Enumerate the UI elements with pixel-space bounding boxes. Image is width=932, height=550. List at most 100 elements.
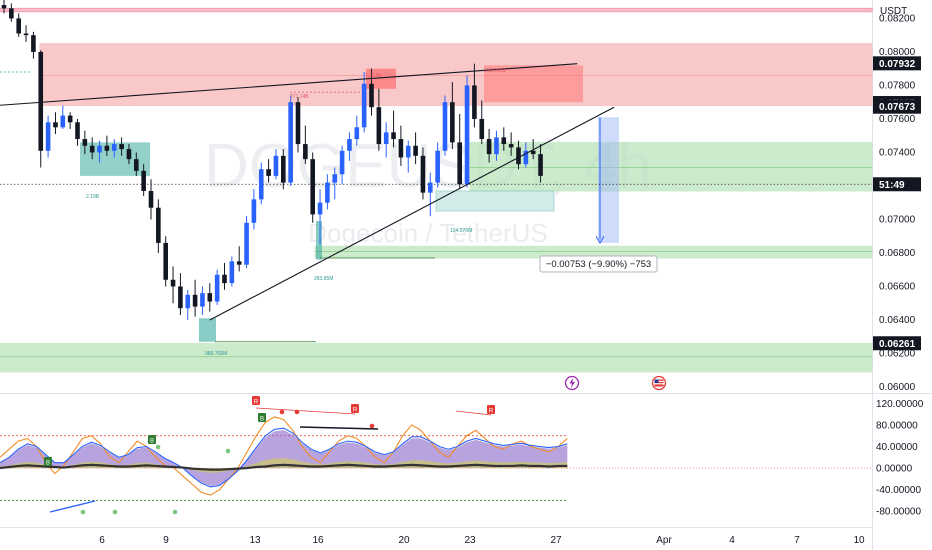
candle-body bbox=[178, 286, 183, 309]
osc-signal-marker bbox=[44, 457, 52, 466]
osc-dot bbox=[369, 423, 375, 429]
candle-body bbox=[501, 137, 507, 145]
time-axis: 6 9 13 16 20 23 27 Apr 4 7 10 bbox=[99, 535, 865, 546]
candle-body bbox=[361, 83, 367, 128]
candle-layer bbox=[1, 0, 543, 320]
price-tick-label: 0.07600 bbox=[879, 114, 916, 125]
flag-canton-icon bbox=[654, 379, 659, 383]
osc-signal-letter: R bbox=[353, 408, 358, 414]
candle-body bbox=[479, 118, 485, 140]
price-tick-label: 0.06600 bbox=[879, 281, 916, 292]
zone-support-mid bbox=[469, 141, 873, 192]
trendline bbox=[209, 106, 615, 321]
osc-tick-label: 80.00000 bbox=[876, 420, 918, 431]
measure-arrow-head bbox=[595, 235, 605, 244]
time-tick-label: 4 bbox=[729, 535, 735, 546]
oscillator-layer: R R R B B B 120.00000 80.00000 40.00000 0.00000 -4… bbox=[0, 396, 924, 518]
candle-body bbox=[288, 102, 293, 183]
candle-body bbox=[111, 144, 117, 151]
candle-body bbox=[229, 261, 235, 284]
zone-resistance-top bbox=[0, 7, 873, 13]
time-tick-label: 9 bbox=[163, 535, 169, 546]
osc-divergence-line bbox=[49, 500, 96, 513]
candle-body bbox=[332, 174, 338, 183]
candle-body bbox=[420, 155, 426, 193]
price-axis: 0.08200 0.08000 0.07800 0.07600 0.07400 0.070… bbox=[873, 13, 921, 393]
candle-body bbox=[141, 170, 146, 191]
price-label-text: 0.06261 bbox=[879, 339, 916, 350]
volume-label: 124.276M bbox=[450, 228, 472, 234]
candle-body bbox=[119, 144, 124, 150]
osc-signal-marker bbox=[351, 404, 359, 413]
price-tick-label: 0.06200 bbox=[879, 348, 916, 359]
osc-signal-letter: B bbox=[260, 417, 264, 423]
price-tick-label: 0.07800 bbox=[879, 80, 916, 91]
time-tick-label: 23 bbox=[464, 535, 476, 546]
trendline bbox=[0, 63, 578, 106]
candle-body bbox=[31, 35, 36, 52]
candle-body bbox=[126, 149, 132, 160]
volume-label: 277.14B bbox=[290, 94, 309, 100]
candle-body bbox=[67, 115, 73, 123]
candle-body bbox=[82, 139, 88, 146]
order-block-teal bbox=[199, 318, 216, 342]
candle-body bbox=[516, 147, 521, 165]
candle-body bbox=[538, 154, 543, 176]
currency-label: USDT bbox=[880, 6, 907, 17]
candle-body bbox=[281, 155, 286, 183]
time-tick-label: 7 bbox=[794, 535, 800, 546]
event-icons bbox=[564, 375, 667, 391]
candle-body bbox=[97, 145, 102, 153]
price-label-text: 0.07932 bbox=[879, 59, 916, 70]
time-tick-label: 16 bbox=[312, 535, 324, 546]
candle-body bbox=[60, 115, 66, 128]
measure-range-box bbox=[598, 117, 619, 243]
measure-label-box bbox=[539, 255, 658, 273]
candle-body bbox=[428, 182, 433, 193]
osc-divergence-line bbox=[255, 407, 356, 415]
osc-series-line bbox=[0, 427, 568, 488]
osc-tick-label: 40.00000 bbox=[876, 442, 918, 453]
candle-body bbox=[251, 199, 257, 223]
candle-body bbox=[192, 294, 198, 307]
symbol-subtitle-watermark: Dogecoin / TetherUS bbox=[308, 218, 547, 248]
time-tick-label: 20 bbox=[398, 535, 410, 546]
candle-body bbox=[303, 144, 308, 160]
volume-label: 2.19B bbox=[86, 194, 100, 200]
candle-body bbox=[9, 8, 14, 19]
annotation-layer: 1.05TB 277.14B 310.068B 2.19B 124.276M 283.85… bbox=[86, 68, 506, 357]
osc-dot bbox=[279, 409, 285, 415]
osc-signal-marker bbox=[487, 405, 495, 414]
candle-body bbox=[23, 33, 29, 36]
time-tick-label: 10 bbox=[853, 535, 865, 546]
candle-body bbox=[38, 51, 44, 151]
candle-body bbox=[325, 182, 330, 203]
volume-label: 1.05TB bbox=[365, 73, 382, 79]
osc-divergence-line bbox=[299, 426, 379, 430]
candle-body bbox=[405, 145, 411, 158]
candle-body bbox=[339, 150, 345, 175]
candle-body bbox=[134, 159, 139, 171]
price-label-box bbox=[873, 177, 921, 192]
time-tick-label: 13 bbox=[249, 535, 261, 546]
candle-body bbox=[16, 18, 21, 34]
candle-body bbox=[508, 144, 514, 148]
osc-divergence-line bbox=[455, 410, 492, 416]
candle-body bbox=[383, 132, 389, 145]
price-tick-label: 0.07000 bbox=[879, 214, 916, 225]
candle-body bbox=[317, 202, 323, 215]
candle-body bbox=[398, 139, 404, 158]
osc-signal-letter: R bbox=[489, 409, 494, 415]
candle-body bbox=[442, 102, 448, 151]
candle-body bbox=[464, 85, 470, 185]
candle-body bbox=[523, 150, 529, 165]
volume-label: 310.068B bbox=[484, 68, 506, 74]
time-tick-label: Apr bbox=[656, 535, 672, 546]
osc-tick-label: -40.00000 bbox=[876, 485, 921, 496]
zone-support-bottom bbox=[0, 342, 873, 373]
candle-body bbox=[273, 155, 279, 176]
candle-body bbox=[1, 5, 7, 9]
price-tick-label: 0.07400 bbox=[879, 147, 916, 158]
osc-tick-label: 120.00000 bbox=[876, 399, 924, 410]
